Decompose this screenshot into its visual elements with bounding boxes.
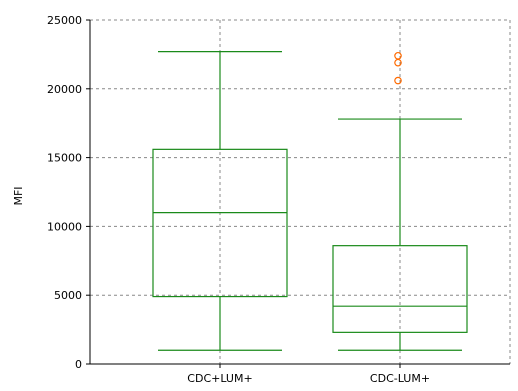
- y-axis-title: MFI: [12, 186, 25, 205]
- box-1: [332, 51, 468, 351]
- y-tick-label-0: 0: [75, 358, 82, 371]
- axes: [89, 20, 510, 365]
- y-axis-ticks: 0 5000 10000 15000 20000 25000: [47, 14, 90, 371]
- y-tick-label-4: 20000: [47, 83, 82, 96]
- x-axis-labels: CDC+LUM+ CDC-LUM+: [187, 364, 430, 385]
- y-tick-label-2: 10000: [47, 220, 82, 233]
- x-tick-label-0: CDC+LUM+: [187, 372, 252, 385]
- outlier-point-0: [394, 76, 402, 85]
- box-iqr: [152, 148, 288, 298]
- boxes: [152, 51, 468, 351]
- y-tick-label-3: 15000: [47, 152, 82, 165]
- y-tick-label-1: 5000: [54, 289, 82, 302]
- x-tick-label-1: CDC-LUM+: [370, 372, 430, 385]
- y-tick-label-5: 25000: [47, 14, 82, 27]
- outlier-point-2: [394, 51, 402, 60]
- box-0: [152, 51, 288, 351]
- box-iqr: [332, 245, 468, 333]
